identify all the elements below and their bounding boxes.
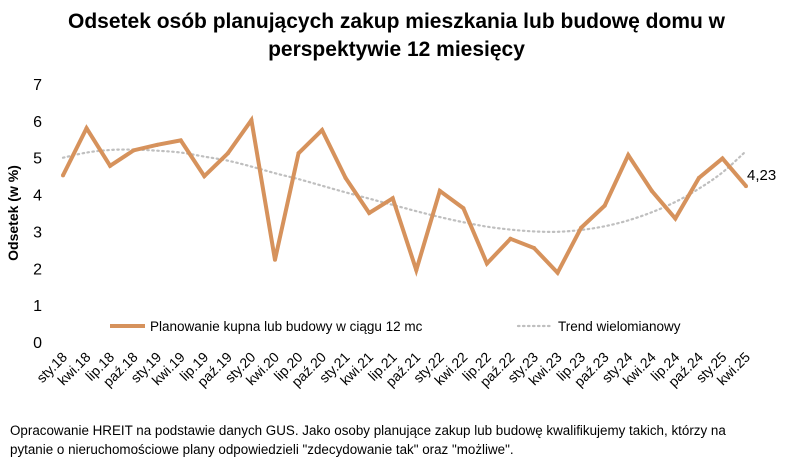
chart-title: Odsetek osób planujących zakup mieszkani… — [0, 8, 793, 64]
y-tick-label: 4 — [33, 188, 42, 205]
data-point — [272, 257, 277, 262]
data-point — [461, 206, 466, 211]
data-point — [673, 216, 678, 221]
data-point — [155, 142, 160, 147]
data-point — [532, 246, 537, 251]
data-point — [437, 188, 442, 193]
data-point — [555, 270, 560, 275]
y-tick-label: 2 — [33, 261, 42, 278]
data-point — [343, 175, 348, 180]
source-note: Opracowanie HREIT na podstawie danych GU… — [10, 421, 785, 459]
data-point — [720, 156, 725, 161]
data-point — [320, 128, 325, 133]
legend-label: Planowanie kupna lub budowy w ciągu 12 m… — [150, 319, 423, 334]
data-point — [579, 225, 584, 230]
data-point — [61, 173, 65, 178]
data-point — [225, 151, 230, 156]
legend-label: Trend wielomianowy — [558, 319, 681, 334]
data-point — [84, 126, 89, 131]
y-tick-label: 5 — [33, 151, 42, 168]
source-note-line1: Opracowanie HREIT na podstawie danych GU… — [10, 423, 726, 438]
y-tick-label: 0 — [33, 335, 42, 352]
y-tick-label: 3 — [33, 224, 42, 241]
data-point — [508, 236, 513, 241]
data-point — [602, 203, 607, 208]
data-point — [744, 184, 748, 189]
y-axis-title: Odsetek (w %) — [5, 165, 21, 261]
chart-title-line2: perspektywie 12 miesięcy — [268, 38, 525, 61]
data-point — [390, 196, 395, 201]
data-point — [108, 163, 113, 168]
data-point — [626, 153, 631, 158]
data-point — [696, 175, 701, 180]
data-point — [178, 138, 183, 143]
series-line — [61, 115, 748, 277]
data-point — [296, 151, 301, 156]
data-point — [202, 174, 207, 179]
chart-title-line1: Odsetek osób planujących zakup mieszkani… — [68, 10, 725, 33]
data-point — [131, 148, 136, 153]
y-tick-label: 1 — [33, 298, 42, 315]
data-point — [249, 118, 254, 123]
trend-line — [61, 148, 748, 233]
data-point — [484, 261, 489, 266]
data-point — [367, 211, 372, 215]
y-tick-label: 7 — [33, 77, 42, 94]
data-point — [414, 268, 419, 273]
source-note-line2: pytanie o nieruchomościowe plany odpowie… — [10, 442, 514, 457]
y-tick-label: 6 — [33, 114, 42, 131]
data-point — [649, 188, 654, 193]
data-label: 4,23 — [747, 167, 776, 184]
